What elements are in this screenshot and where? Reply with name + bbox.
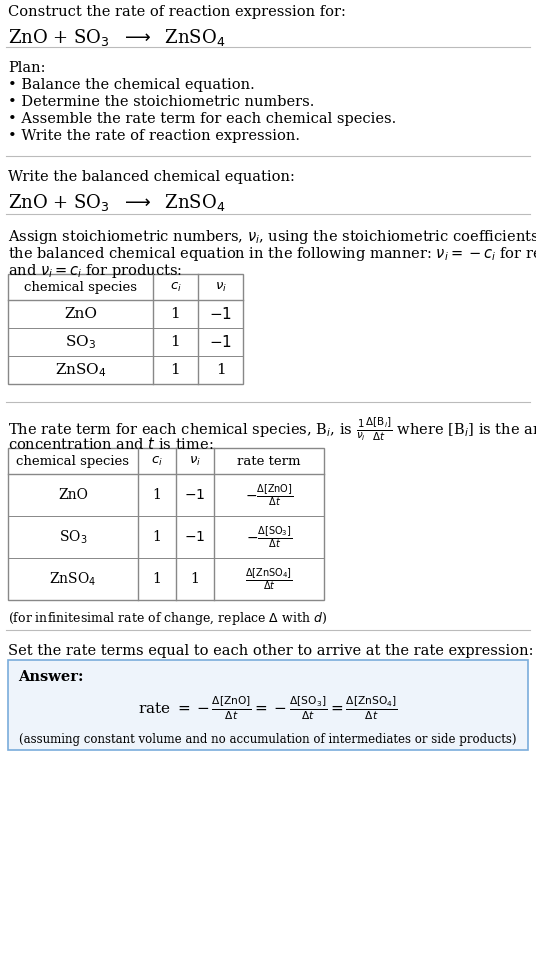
Text: Answer:: Answer: [18, 670, 84, 684]
Text: $c_i$: $c_i$ [169, 280, 181, 293]
Text: concentration and $t$ is time:: concentration and $t$ is time: [8, 436, 213, 452]
Text: 1: 1 [153, 488, 161, 502]
Text: 1: 1 [153, 572, 161, 586]
Text: 1: 1 [170, 335, 181, 349]
Text: Set the rate terms equal to each other to arrive at the rate expression:: Set the rate terms equal to each other t… [8, 644, 533, 658]
Text: Assign stoichiometric numbers, $\nu_i$, using the stoichiometric coefficients, $: Assign stoichiometric numbers, $\nu_i$, … [8, 228, 536, 246]
Text: 1: 1 [170, 363, 181, 377]
Text: and $\nu_i = c_i$ for products:: and $\nu_i = c_i$ for products: [8, 262, 182, 280]
Text: • Assemble the rate term for each chemical species.: • Assemble the rate term for each chemic… [8, 112, 396, 126]
Text: $\frac{\Delta[\mathrm{ZnSO_4}]}{\Delta t}$: $\frac{\Delta[\mathrm{ZnSO_4}]}{\Delta t… [245, 566, 293, 592]
Text: chemical species: chemical species [24, 280, 137, 293]
Text: 1: 1 [170, 307, 181, 321]
Text: ZnO: ZnO [64, 307, 97, 321]
Bar [8, 660, 528, 750]
Text: 1: 1 [191, 572, 199, 586]
Text: $-1$: $-1$ [184, 530, 206, 544]
Text: $-\frac{\Delta[\mathrm{SO_3}]}{\Delta t}$: $-\frac{\Delta[\mathrm{SO_3}]}{\Delta t}… [246, 524, 292, 550]
Text: $-1$: $-1$ [184, 488, 206, 502]
Text: • Determine the stoichiometric numbers.: • Determine the stoichiometric numbers. [8, 95, 315, 109]
Text: $\nu_i$: $\nu_i$ [189, 454, 201, 467]
Text: ZnO + SO$_3$  $\longrightarrow$  ZnSO$_4$: ZnO + SO$_3$ $\longrightarrow$ ZnSO$_4$ [8, 192, 226, 213]
Text: ZnO: ZnO [58, 488, 88, 502]
Text: (assuming constant volume and no accumulation of intermediates or side products): (assuming constant volume and no accumul… [19, 732, 517, 746]
Text: The rate term for each chemical species, B$_i$, is $\frac{1}{\nu_i}\frac{\Delta[: The rate term for each chemical species,… [8, 416, 536, 444]
Text: Write the balanced chemical equation:: Write the balanced chemical equation: [8, 170, 295, 184]
Text: SO$_3$: SO$_3$ [59, 529, 87, 546]
Bar [8, 448, 324, 600]
Text: Construct the rate of reaction expression for:: Construct the rate of reaction expressio… [8, 5, 346, 19]
Text: $-1$: $-1$ [209, 306, 232, 322]
Text: rate term: rate term [237, 454, 301, 467]
Text: rate $= -\frac{\Delta[\mathrm{ZnO}]}{\Delta t} = -\frac{\Delta[\mathrm{SO_3}]}{\: rate $= -\frac{\Delta[\mathrm{ZnO}]}{\De… [138, 694, 398, 722]
Text: $c_i$: $c_i$ [151, 454, 163, 467]
Text: (for infinitesimal rate of change, replace $\Delta$ with $d$): (for infinitesimal rate of change, repla… [8, 610, 327, 627]
Text: chemical species: chemical species [17, 454, 130, 467]
Text: $\nu_i$: $\nu_i$ [214, 280, 227, 293]
Text: the balanced chemical equation in the following manner: $\nu_i = -c_i$ for react: the balanced chemical equation in the fo… [8, 245, 536, 263]
Text: 1: 1 [153, 530, 161, 544]
Text: • Balance the chemical equation.: • Balance the chemical equation. [8, 78, 255, 92]
Bar [8, 274, 243, 384]
Text: ZnSO$_4$: ZnSO$_4$ [55, 361, 106, 379]
Text: Plan:: Plan: [8, 61, 46, 75]
Text: $-1$: $-1$ [209, 334, 232, 350]
Text: SO$_3$: SO$_3$ [65, 333, 96, 351]
Text: ZnSO$_4$: ZnSO$_4$ [49, 571, 96, 588]
Text: 1: 1 [215, 363, 225, 377]
Text: ZnO + SO$_3$  $\longrightarrow$  ZnSO$_4$: ZnO + SO$_3$ $\longrightarrow$ ZnSO$_4$ [8, 27, 226, 48]
Text: $-\frac{\Delta[\mathrm{ZnO}]}{\Delta t}$: $-\frac{\Delta[\mathrm{ZnO}]}{\Delta t}$ [245, 482, 293, 508]
Text: • Write the rate of reaction expression.: • Write the rate of reaction expression. [8, 129, 300, 143]
